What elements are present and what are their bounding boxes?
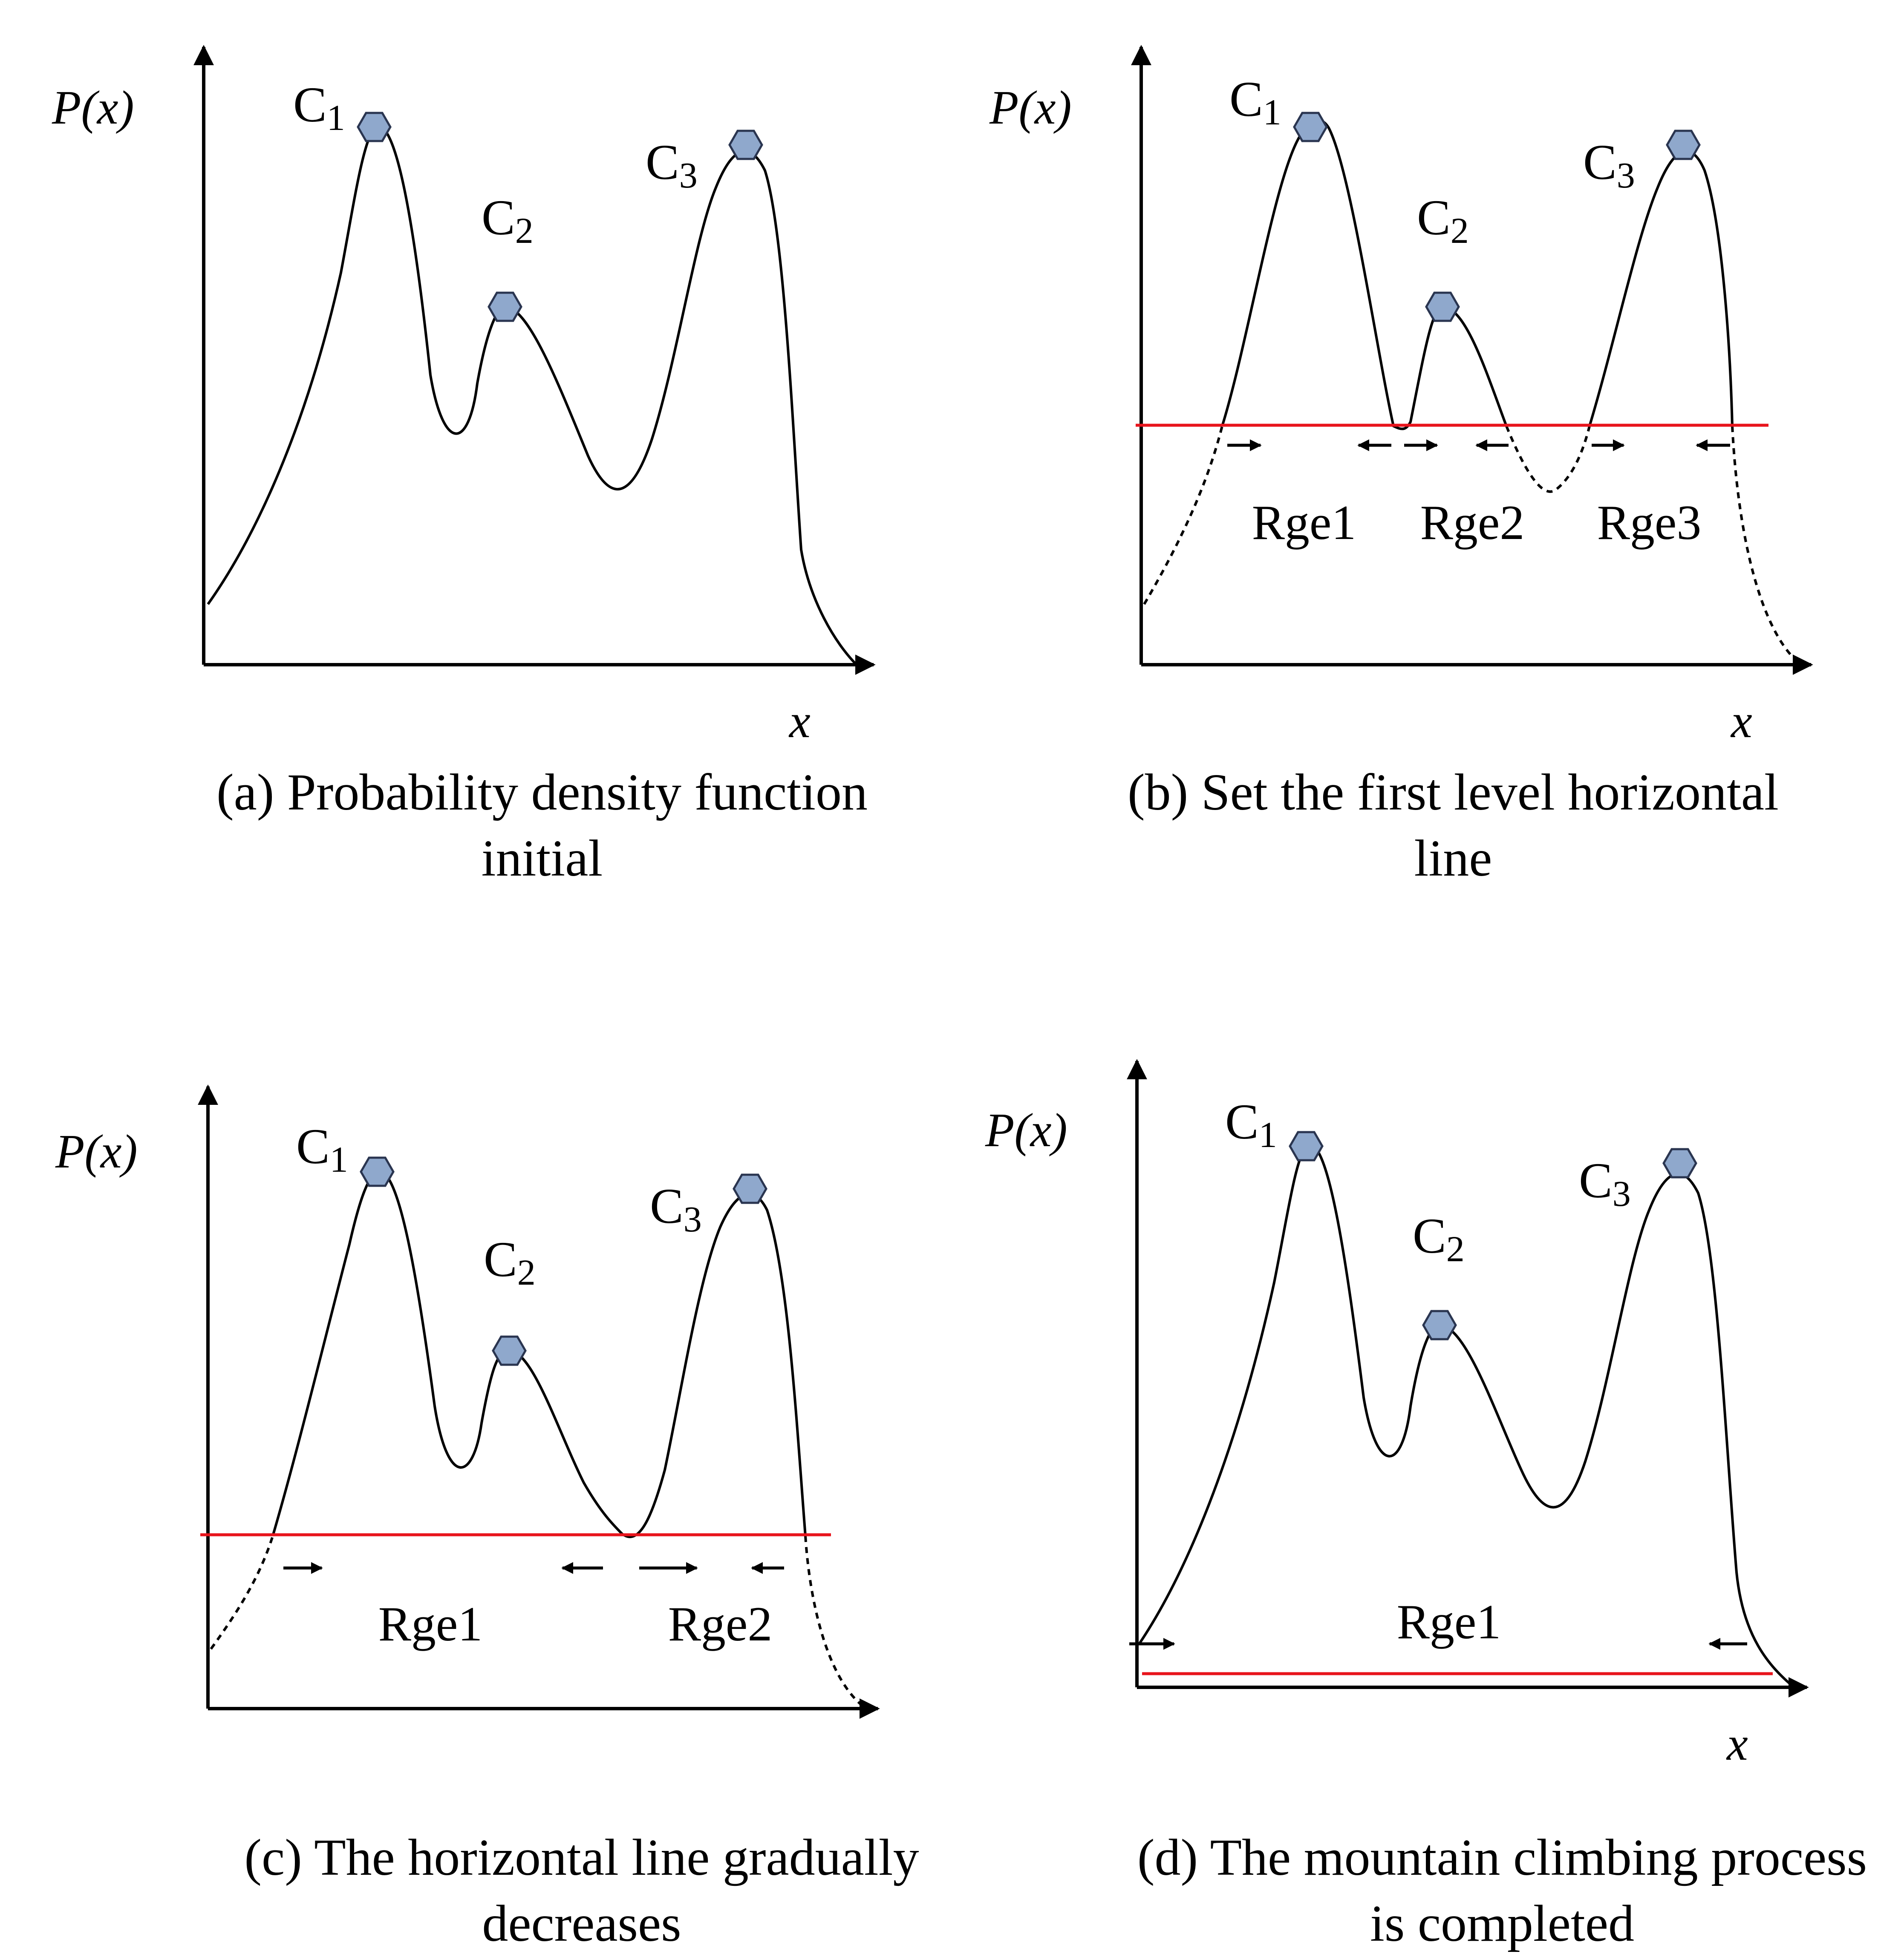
peak-c3-marker [1664,1149,1696,1177]
y-axis-label: P(x) [985,1104,1067,1157]
caption-c-line1: (c) The horizontal line gradually [244,1829,919,1886]
caption-a-line2: initial [482,830,603,887]
caption-b-line2: line [1414,830,1492,887]
panel-d: P(x) x C1 C2 C3 Rge1 (d) The mountain cl… [985,1059,1867,1952]
peak-c2-label: C2 [484,1231,536,1293]
x-axis-label: x [1730,695,1752,748]
peak-c2-marker [1426,293,1459,321]
curve-below-threshold-right [1731,426,1797,662]
peak-c1-marker [1294,113,1327,141]
caption-b-line1: (b) Set the first level horizontal [1128,764,1779,821]
peak-c1-marker [361,1158,393,1186]
peak-c1-marker [1290,1132,1322,1160]
y-axis-label: P(x) [989,81,1072,134]
y-axis-label: P(x) [55,1125,138,1178]
peak-c3-label: C3 [1583,134,1635,196]
range2-label: Rge2 [668,1597,773,1652]
density-curve-above-threshold [1221,119,1734,430]
caption-c-line2: decreases [482,1895,681,1952]
peak-c3-label: C3 [650,1178,702,1239]
density-curve [207,125,858,666]
peak-c1-label: C1 [293,77,345,138]
curve-below-threshold-left [210,1536,274,1650]
peak-c2-marker [493,1337,525,1365]
peak-c3-marker [730,131,762,159]
y-axis-label: P(x) [52,81,134,134]
density-curve [1137,1143,1795,1689]
peak-c1-label: C1 [296,1118,348,1180]
peak-c3-marker [1667,131,1699,159]
density-curve-above-threshold [271,1170,807,1538]
range3-label: Rge3 [1597,496,1702,550]
caption-d-line2: is completed [1370,1895,1634,1952]
peak-c1-label: C1 [1225,1094,1277,1155]
caption-d-line1: (d) The mountain climbing process [1137,1829,1867,1886]
range1-label: Rge1 [1397,1595,1501,1649]
peak-c1-marker [358,113,390,141]
peak-c2-label: C2 [1417,190,1469,251]
curve-below-threshold-right [804,1536,862,1706]
panel-c: P(x) C1 C2 C3 Rge1 Rge2 (c) The horizont… [55,1084,919,1952]
curve-below-threshold-left [1143,426,1223,605]
curve-below-threshold-middle [1505,425,1591,493]
peak-c2-marker [489,293,521,321]
x-axis-label: x [1726,1718,1748,1770]
peak-c3-marker [734,1175,766,1203]
peak-c2-label: C2 [482,190,534,251]
panel-a: P(x) x C1 C2 C3 (a) Probability density … [52,45,876,887]
peak-c2-marker [1423,1311,1456,1339]
range2-label: Rge2 [1420,496,1525,550]
range1-label: Rge1 [378,1597,483,1652]
peak-c3-label: C3 [646,134,698,196]
caption-a-line1: (a) Probability density function [216,764,868,821]
peak-c3-label: C3 [1579,1153,1631,1214]
range1-label: Rge1 [1252,496,1356,550]
panel-b: P(x) x C1 C2 C3 Rge1 Rge2 Rge3 (b) Set t… [989,45,1813,887]
peak-c1-label: C1 [1229,71,1281,133]
peak-c2-label: C2 [1413,1208,1465,1269]
x-axis-label: x [788,695,811,748]
